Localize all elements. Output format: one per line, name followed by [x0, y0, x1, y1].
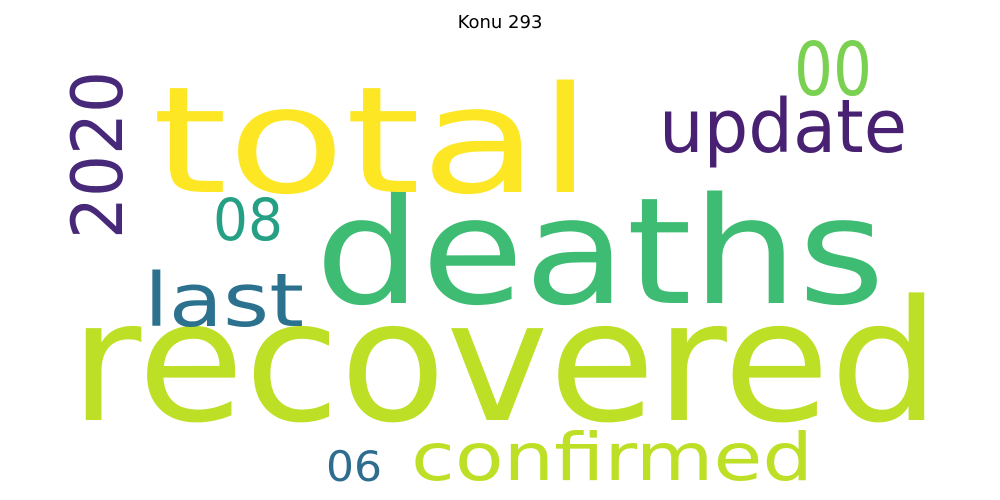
word-2020: 2020: [57, 71, 139, 239]
word-00: 00: [794, 27, 872, 113]
word-total: total: [152, 55, 592, 227]
word-last: last: [144, 258, 304, 344]
word-deaths: deaths: [315, 166, 885, 338]
chart-title: Konu 293: [457, 12, 543, 33]
word-recovered: recovered: [70, 264, 940, 460]
word-08: 08: [213, 186, 283, 254]
word-06: 06: [326, 442, 382, 491]
word-confirmed: confirmed: [411, 419, 813, 496]
word-update: update: [659, 84, 907, 170]
